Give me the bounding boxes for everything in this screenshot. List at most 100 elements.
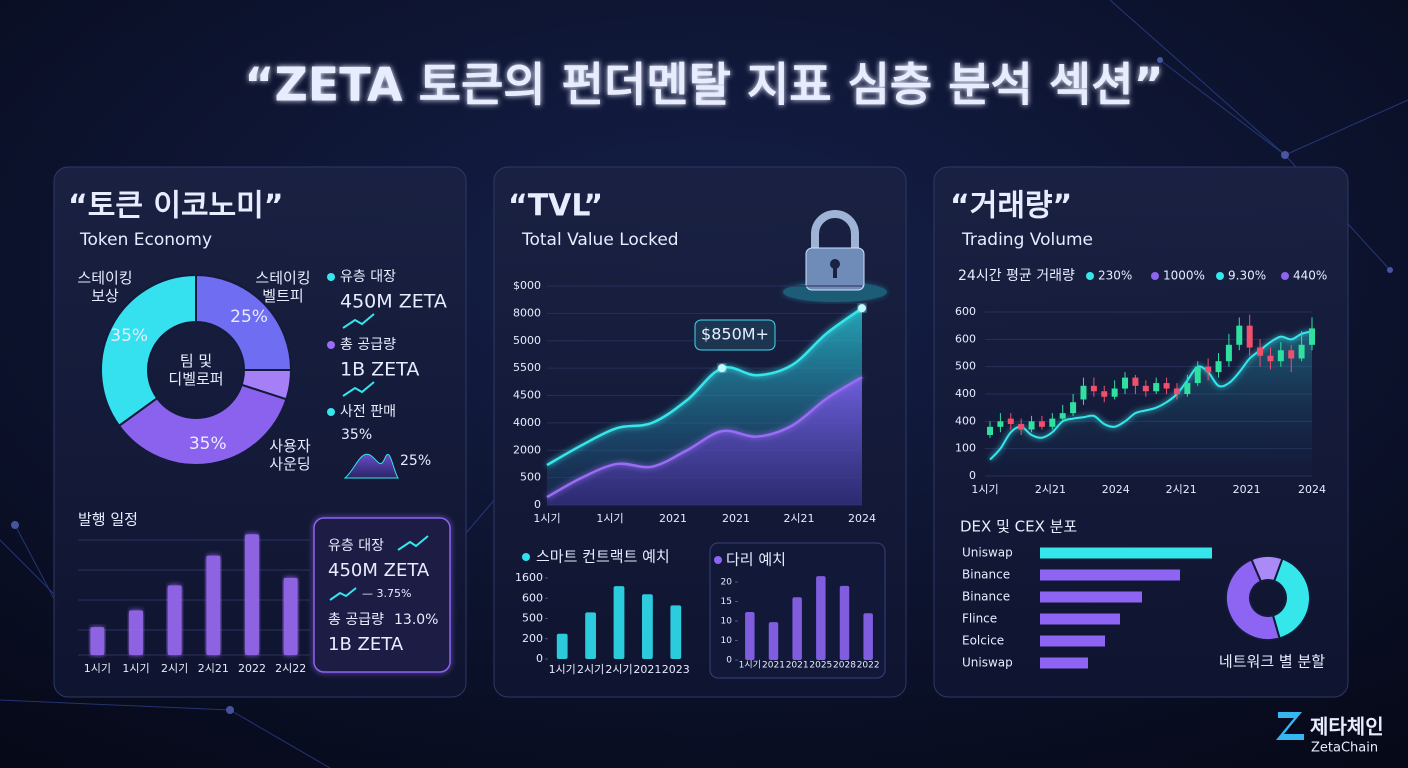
y-tick-label: Eolcice (962, 634, 1004, 648)
x-tick-label: 1시기 (533, 512, 560, 525)
legend-entry: 230% (1098, 269, 1132, 283)
bar (245, 534, 259, 655)
candle-body (1267, 355, 1274, 362)
title-dot (522, 553, 530, 561)
callout-change: 13.0% (394, 612, 438, 628)
line (546, 307, 863, 467)
candle-body (1225, 344, 1232, 362)
y-tick-label: 0 (969, 469, 976, 482)
candle-body (1101, 391, 1108, 397)
candle-body (1059, 413, 1066, 419)
candle-body (1236, 325, 1243, 345)
x-tick-label: 2028 (833, 661, 856, 671)
callout-value: 1B ZETA (328, 634, 404, 655)
y-tick-label: 400 (955, 414, 976, 427)
x-tick-label: 2시21 (1035, 483, 1066, 496)
candle-body (1288, 350, 1295, 359)
annotation-box (694, 319, 776, 351)
background-grid (78, 539, 310, 656)
candle-body (1173, 388, 1180, 394)
candle-body (1007, 418, 1014, 425)
y-tick-label: 15 (721, 597, 732, 607)
stat-dot (327, 273, 335, 281)
candle-body (1018, 424, 1025, 430)
bar (745, 612, 755, 660)
x-tick-label: 2021 (659, 512, 687, 525)
x-tick-label: 2시21 (1166, 483, 1197, 496)
callout-box (313, 517, 451, 673)
donut-segment (100, 273, 197, 428)
y-tick-label: $000 (513, 279, 541, 292)
candle-body (1028, 421, 1035, 430)
callout-change: — 3.75% (362, 587, 411, 600)
candle-body (1142, 385, 1149, 392)
y-tick-label: Binance (962, 590, 1010, 604)
candle-body (1090, 385, 1097, 392)
legend-title: 24시간 평균 거래량 (958, 268, 1075, 284)
area-fill (990, 331, 1312, 476)
stat-label: 유층 대장 (340, 269, 396, 285)
y-tick-label: Flince (962, 612, 997, 626)
candle-body (997, 421, 1004, 427)
legend-entry: 1000% (1163, 269, 1205, 283)
y-tick-label: 600 (955, 332, 976, 345)
bar (792, 597, 802, 660)
legend-dot (1151, 272, 1159, 280)
y-tick-label: 500 (520, 471, 541, 484)
title-dot (714, 556, 722, 564)
end-dot (858, 304, 866, 313)
donut-segment (117, 383, 288, 466)
chart-title: 스마트 컨트랙트 예치 (536, 548, 670, 566)
category-label: 스테이킹 벨트피 (255, 269, 310, 305)
trend-arrow (397, 535, 429, 551)
candle-body (1122, 377, 1129, 389)
y-tick-label: 20 (721, 578, 733, 588)
trend-arrow (342, 313, 375, 329)
donut-segment (1250, 555, 1284, 583)
y-tick-label: 100 (955, 442, 976, 455)
candle-body (1163, 383, 1170, 389)
panel-subtitle: Total Value Locked (521, 230, 679, 250)
x-tick-label: 2021 (786, 661, 809, 671)
value-label: 25% (230, 307, 268, 327)
y-tick-label: 400 (955, 387, 976, 400)
lock-icon (783, 210, 887, 302)
chart-title: 네트워크 별 분할 (1219, 653, 1325, 671)
annotation: $850M+ (701, 325, 769, 344)
x-tick-label: 2시21 (198, 662, 229, 675)
category-label: 스테이킹 보상 (77, 269, 132, 305)
bar (1040, 547, 1212, 559)
bar (1040, 569, 1180, 581)
y-tick-label: 4500 (513, 389, 541, 402)
y-tick-label: 10 (721, 636, 733, 646)
callout-value: 450M ZETA (328, 560, 430, 581)
panel-title: “TVL” (508, 189, 603, 224)
stat-value: 450M ZETA (340, 291, 447, 313)
bar (1040, 635, 1105, 647)
candle-body (1309, 328, 1315, 345)
legend-entry: 440% (1293, 269, 1327, 283)
trend-arrow (342, 381, 375, 397)
candle-body (1153, 383, 1160, 392)
area-fill (547, 377, 862, 505)
donut-segment (195, 273, 293, 371)
panel-title: “토큰 이코노미” (68, 189, 283, 224)
x-tick-label: 2021 (633, 663, 661, 676)
logo-icon (1276, 712, 1304, 740)
bar (556, 633, 568, 659)
bar (642, 594, 653, 659)
callout-label: 총 공급량 (328, 612, 384, 628)
y-tick-label: 600 (955, 305, 976, 318)
y-tick-label: 200 (522, 632, 543, 645)
y-tick-label: 0 (536, 652, 543, 665)
y-tick-label: 8000 (513, 306, 541, 319)
y-tick-label: Uniswap (962, 546, 1013, 560)
x-tick-label: 1시기 (739, 660, 761, 671)
x-tick-label: 1시기 (596, 512, 623, 525)
value-label: 35% (189, 434, 227, 454)
x-tick-label: 1시기 (84, 662, 111, 675)
x-tick-label: 2시기 (161, 662, 188, 675)
bar (206, 555, 221, 655)
stat-label: 사전 판매 (340, 404, 396, 420)
page-title: “ZETA 토큰의 펀더멘탈 지표 심층 분석 섹션” (244, 58, 1164, 112)
